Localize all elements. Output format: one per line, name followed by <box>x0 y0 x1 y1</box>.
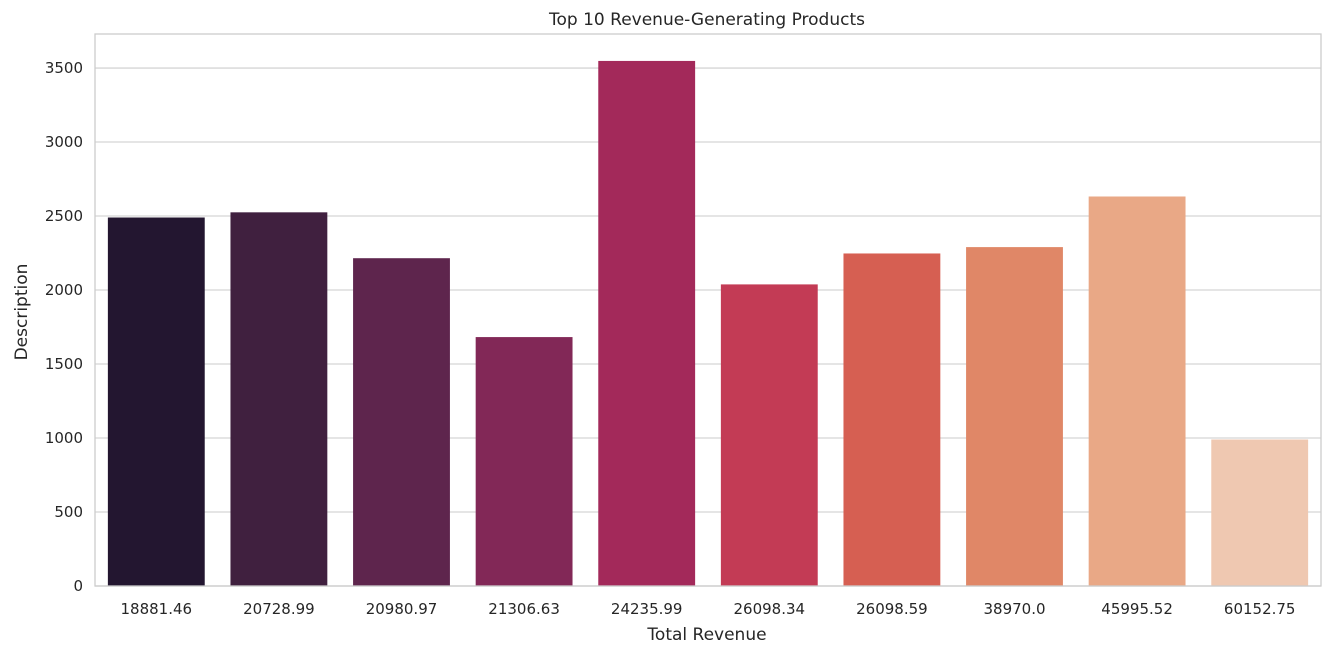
bar <box>353 258 450 586</box>
bar <box>1211 439 1309 586</box>
y-tick-label: 2500 <box>45 207 83 225</box>
y-tick-label: 2000 <box>45 281 83 299</box>
x-tick-label: 21306.63 <box>488 600 560 618</box>
bar <box>720 284 818 586</box>
y-axis-label: Description <box>12 264 32 361</box>
plot-frame <box>94 33 1322 587</box>
x-axis-label: Total Revenue <box>646 625 766 645</box>
bar <box>230 212 328 586</box>
x-tick-label: 20980.97 <box>366 600 438 618</box>
y-tick-label: 500 <box>54 503 83 521</box>
chart-title: Top 10 Revenue-Generating Products <box>548 10 865 30</box>
x-tick-label: 18881.46 <box>121 600 193 618</box>
y-tick-label: 3500 <box>45 59 83 77</box>
x-tick-label: 26098.59 <box>856 600 928 618</box>
bar <box>598 60 696 587</box>
y-tick-label: 1000 <box>45 429 83 447</box>
bar <box>843 253 941 587</box>
bar <box>107 217 205 586</box>
bar <box>475 337 573 586</box>
bar <box>1088 196 1186 586</box>
x-tick-label: 60152.75 <box>1224 600 1296 618</box>
y-tick-label: 0 <box>73 577 83 595</box>
bars <box>107 60 1309 587</box>
x-tick-label: 45995.52 <box>1101 600 1173 618</box>
x-tick-label: 26098.34 <box>734 600 806 618</box>
x-tick-labels: 18881.46 20728.99 20980.97 21306.63 24235.99… <box>121 600 1296 618</box>
x-tick-label: 20728.99 <box>243 600 315 618</box>
x-tick-label: 38970.0 <box>983 600 1045 618</box>
bar <box>966 247 1063 586</box>
x-tick-label: 24235.99 <box>611 600 683 618</box>
y-tick-labels: 0 500 1000 1500 2000 2500 3000 3500 <box>45 59 83 595</box>
y-tick-label: 3000 <box>45 133 83 151</box>
y-tick-label: 1500 <box>45 355 83 373</box>
